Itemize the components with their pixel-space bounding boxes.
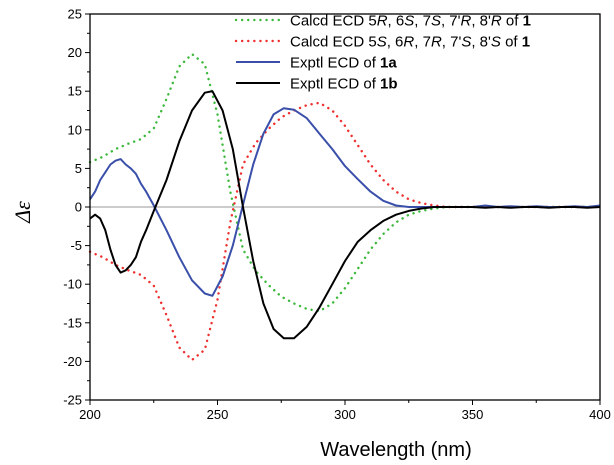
legend-entry-1: Calcd ECD 5R, 6S, 7S, 7'R, 8'R of 1 xyxy=(290,13,531,30)
series-line-1 xyxy=(88,52,602,313)
y-tick-label: -20 xyxy=(63,354,82,369)
x-tick-label: 200 xyxy=(79,407,101,422)
x-tick-label: 400 xyxy=(589,407,611,422)
series-line-4 xyxy=(89,90,601,340)
x-tick-label: 250 xyxy=(207,407,229,422)
axes: 200 250 300 350 400 -25 -20 -15 -10 -5 0 5 10 15 20 25 xyxy=(63,7,611,423)
legend-entry-2: Calcd ECD 5S, 6R, 7R, 7'S, 8'S of 1 xyxy=(290,34,530,51)
x-tick-label: 300 xyxy=(334,407,356,422)
y-tick-label: -10 xyxy=(63,277,82,292)
legend-entry-4: Exptl ECD of 1b xyxy=(290,76,398,93)
y-tick-label: 0 xyxy=(75,200,82,215)
series-layer xyxy=(88,52,602,362)
y-tick-label: 10 xyxy=(68,122,82,137)
y-tick-label: 20 xyxy=(68,45,82,60)
legend-entry-3: Exptl ECD of 1a xyxy=(290,55,397,72)
y-axis-title: Δε xyxy=(10,201,35,224)
y-tick-label: 25 xyxy=(68,7,82,22)
y-tick-label: 5 xyxy=(75,161,82,176)
y-tick-label: -5 xyxy=(70,238,82,253)
series-line-3 xyxy=(89,107,601,297)
y-tick-label: -15 xyxy=(63,315,82,330)
y-tick-label: -25 xyxy=(63,393,82,408)
y-tick-label: 15 xyxy=(68,84,82,99)
x-axis-title: Wavelength (nm) xyxy=(320,439,472,461)
legend: Calcd ECD 5R, 6S, 7S, 7'R, 8'R of 1 Calcd… xyxy=(234,13,531,93)
x-tick-label: 350 xyxy=(462,407,484,422)
